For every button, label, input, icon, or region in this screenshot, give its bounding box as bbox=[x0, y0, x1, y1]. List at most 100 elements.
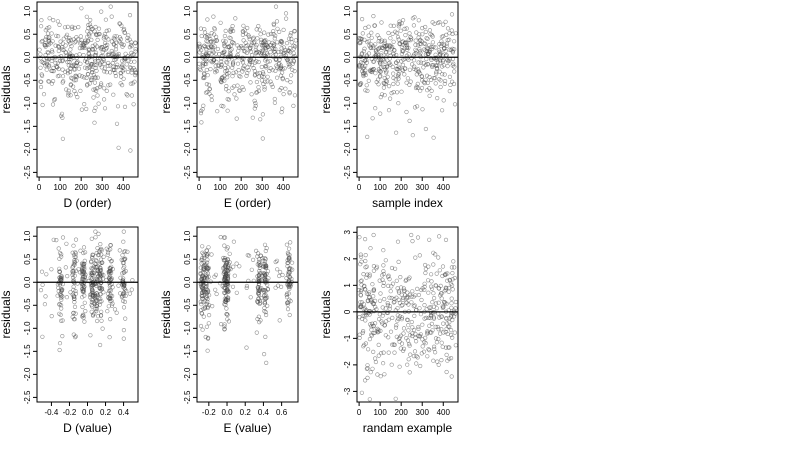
data-point bbox=[45, 31, 51, 36]
data-point bbox=[248, 80, 253, 85]
data-point bbox=[60, 58, 65, 63]
data-point bbox=[290, 67, 295, 72]
data-point bbox=[430, 300, 435, 305]
data-point bbox=[431, 262, 436, 267]
data-point bbox=[363, 25, 368, 31]
data-point bbox=[50, 50, 55, 55]
data-point bbox=[68, 83, 73, 88]
data-point bbox=[410, 62, 415, 67]
data-point bbox=[87, 33, 92, 38]
data-point bbox=[425, 36, 430, 41]
data-point bbox=[442, 81, 447, 86]
data-point bbox=[199, 48, 204, 53]
y-tick-label: -0.5 bbox=[183, 298, 192, 312]
data-point bbox=[102, 34, 107, 39]
data-point bbox=[413, 335, 418, 341]
data-point bbox=[222, 326, 227, 332]
data-point bbox=[440, 108, 445, 113]
data-point bbox=[358, 36, 363, 41]
data-point bbox=[363, 258, 368, 264]
data-point bbox=[107, 269, 112, 274]
data-point bbox=[393, 77, 398, 82]
data-point bbox=[385, 302, 391, 308]
data-point bbox=[224, 306, 229, 311]
data-point bbox=[360, 17, 365, 22]
data-point bbox=[450, 317, 455, 323]
data-point bbox=[439, 327, 444, 332]
data-point bbox=[223, 268, 228, 273]
x-axis-title: D (order) bbox=[63, 196, 111, 210]
data-point bbox=[108, 299, 113, 304]
data-point bbox=[121, 229, 126, 234]
data-point bbox=[391, 23, 396, 29]
data-point bbox=[411, 23, 417, 28]
data-point bbox=[435, 324, 440, 330]
data-point bbox=[208, 279, 213, 284]
data-point bbox=[67, 36, 72, 41]
data-point bbox=[386, 30, 391, 36]
data-point bbox=[404, 336, 409, 341]
data-point bbox=[51, 68, 56, 74]
data-point bbox=[61, 36, 66, 41]
data-point bbox=[81, 315, 86, 320]
data-point bbox=[423, 262, 428, 268]
data-point bbox=[399, 315, 405, 320]
data-point bbox=[377, 278, 382, 283]
data-point bbox=[286, 252, 291, 257]
data-point bbox=[128, 148, 133, 153]
data-point bbox=[358, 300, 363, 305]
data-point bbox=[426, 264, 431, 269]
data-point bbox=[119, 82, 125, 88]
data-point bbox=[262, 52, 267, 57]
data-point bbox=[257, 265, 263, 271]
data-point bbox=[199, 257, 204, 263]
data-point bbox=[197, 61, 202, 67]
y-tick-label: 0.5 bbox=[183, 28, 192, 40]
data-point bbox=[205, 39, 210, 44]
data-point bbox=[125, 93, 130, 98]
data-point bbox=[439, 314, 444, 319]
x-tick-label: 0.2 bbox=[100, 408, 112, 417]
data-point bbox=[390, 315, 395, 321]
data-point bbox=[288, 240, 293, 245]
data-point bbox=[276, 283, 281, 288]
data-point bbox=[435, 59, 441, 65]
data-point bbox=[413, 47, 418, 52]
data-point bbox=[443, 19, 448, 24]
data-point bbox=[409, 319, 414, 325]
data-point bbox=[437, 77, 442, 82]
data-point bbox=[416, 292, 422, 298]
data-point bbox=[128, 65, 133, 71]
y-tick-label: -0.5 bbox=[343, 73, 352, 87]
data-point bbox=[252, 68, 257, 74]
data-point bbox=[364, 264, 369, 269]
chart-panel-3: 0 100 200 300 400 1.0 0.5 0.0 -0.5 -1.0 -1.5 -2.0 -2… bbox=[319, 1, 459, 210]
data-point bbox=[448, 82, 453, 87]
data-point bbox=[440, 304, 445, 309]
data-point bbox=[270, 54, 276, 59]
data-point bbox=[288, 79, 293, 85]
data-point bbox=[435, 95, 440, 101]
data-point bbox=[200, 270, 205, 275]
data-point bbox=[65, 24, 70, 30]
data-point bbox=[443, 237, 449, 242]
data-point bbox=[392, 297, 397, 302]
data-point bbox=[106, 295, 111, 301]
data-point bbox=[265, 74, 270, 79]
data-point bbox=[82, 300, 87, 305]
data-point bbox=[376, 353, 381, 358]
data-point bbox=[200, 296, 205, 301]
data-point bbox=[292, 68, 297, 74]
data-point bbox=[390, 342, 395, 347]
y-tick-label: -2 bbox=[343, 361, 352, 369]
data-point bbox=[89, 37, 94, 43]
data-point bbox=[410, 239, 415, 244]
data-point bbox=[412, 313, 417, 319]
data-point bbox=[389, 90, 394, 96]
data-point bbox=[205, 253, 210, 258]
data-point bbox=[58, 276, 64, 281]
data-point bbox=[60, 136, 66, 141]
data-point bbox=[391, 71, 396, 76]
data-point bbox=[272, 100, 278, 105]
data-point bbox=[248, 45, 253, 51]
